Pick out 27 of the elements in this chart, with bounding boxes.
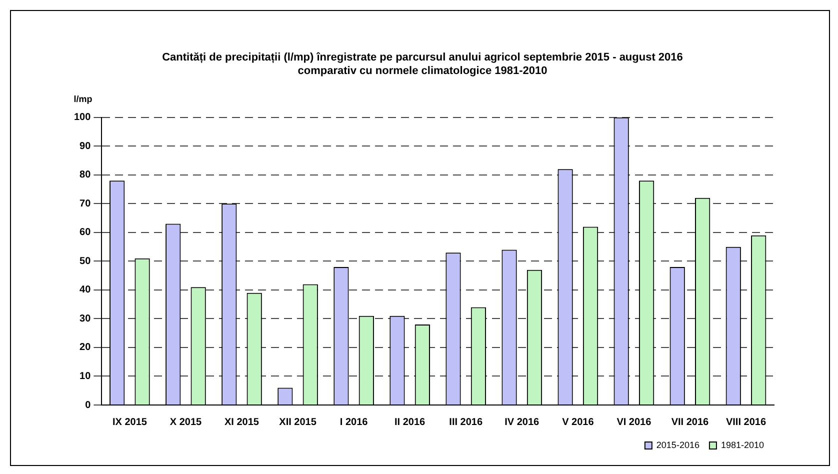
y-tick-label: 90 (80, 140, 92, 152)
x-tick-label: IV 2016 (504, 416, 540, 428)
x-tick-label: XI 2015 (224, 416, 260, 428)
y-tick-label: 80 (80, 170, 92, 181)
x-tick-label: X 2015 (170, 416, 202, 428)
x-tick-label: III 2016 (449, 416, 483, 428)
y-tick-label: 30 (80, 313, 92, 324)
y-tick-label: 70 (80, 198, 92, 210)
x-tick-label: II 2016 (394, 416, 426, 428)
x-tick-label: VII 2016 (671, 416, 710, 428)
y-tick-label: 50 (80, 256, 92, 267)
y-tick-label: 100 (74, 112, 92, 124)
x-tick-label: VIII 2016 (726, 416, 766, 428)
y-tick-label: 40 (80, 284, 92, 296)
y-tick-label: 0 (85, 400, 92, 411)
y-tick-label: 60 (80, 227, 92, 238)
chart-title: Cantități de precipitații (l/mp) înregistrate pe parcursul anului agricol septembrie 2015 - august 2016 comparativ cu normele climatologice 1981-2010 (162, 52, 683, 77)
x-tick-label: VI 2016 (616, 416, 652, 428)
y-tick-label: 10 (80, 370, 92, 382)
legend-label: 1981-2010 (720, 440, 764, 450)
y-tick-label: 20 (80, 342, 92, 354)
x-tick-label: XII 2015 (279, 416, 317, 428)
x-tick-label: I 2016 (340, 416, 368, 428)
x-tick-label: V 2016 (562, 416, 594, 428)
x-tick-label: IX 2015 (112, 416, 148, 428)
legend-label: 2015-2016 (656, 440, 700, 450)
y-axis-title: l/mp (74, 94, 93, 104)
